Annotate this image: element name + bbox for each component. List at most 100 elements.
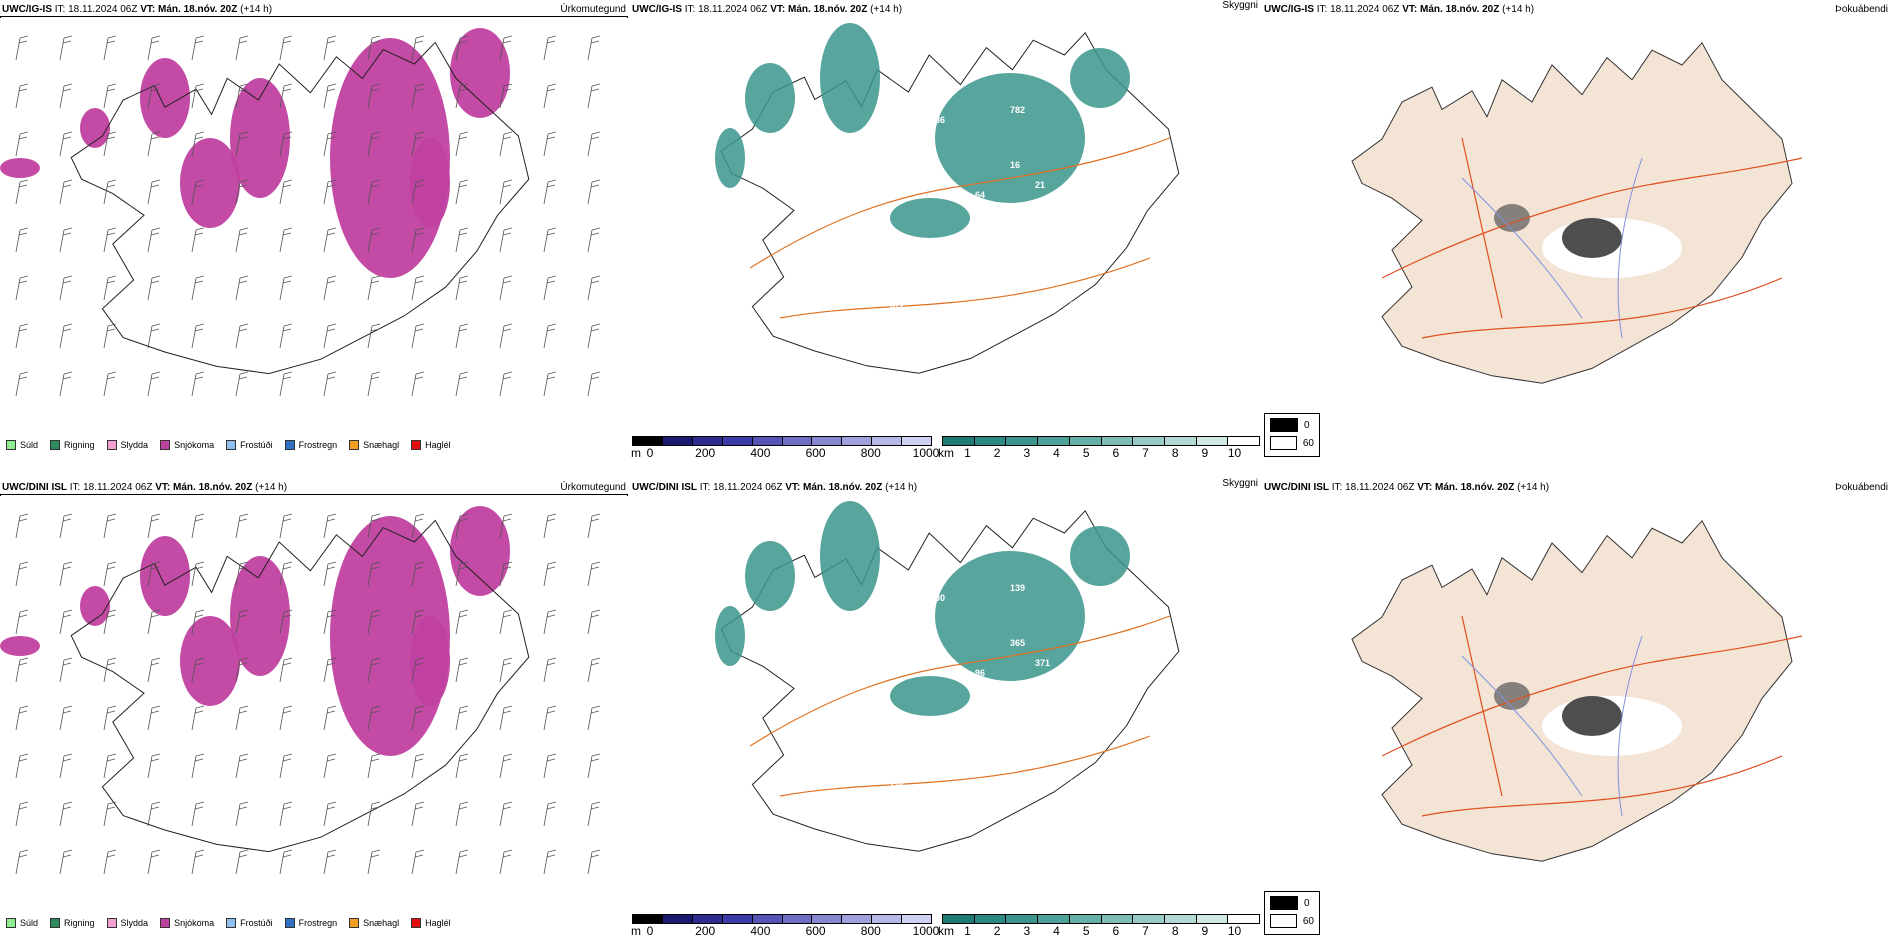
- cloud-panel-dini: UWC/DINI ISL IT: 18.11.2024 06Z VT: Mán.…: [630, 478, 1260, 938]
- ceiling-colorbar-1: m 0 200 400 600 800 1000: [631, 436, 939, 460]
- colorbar-tick: 1: [964, 446, 971, 460]
- legend-item: Frostúði: [226, 440, 273, 450]
- colorbar-unit: m: [631, 924, 641, 938]
- legend-swatch: [106, 440, 117, 450]
- legend-item: Haglél: [411, 440, 451, 450]
- legend-label: Snjókoma: [174, 440, 215, 450]
- colorbar-tick: 7: [1142, 924, 1149, 938]
- ceiling-value-label: 139: [1010, 583, 1025, 593]
- ceiling-bar: [632, 914, 932, 924]
- ceiling-value-label: 649: [1110, 698, 1125, 708]
- panel-type-label: Úrkomutegund: [560, 4, 626, 15]
- ceiling-value-label: 286: [930, 115, 945, 125]
- legend-label: Frostregn: [298, 440, 338, 450]
- panel-type-label: Þokuábendi: [1835, 482, 1888, 493]
- panel-title: UWC/IG-IS IT: 18.11.2024 06Z VT: Mán. 18…: [632, 4, 903, 15]
- legend-swatch: [226, 918, 237, 928]
- colorbar-tick: 6: [1112, 446, 1120, 460]
- ceiling-value-label: 284: [1070, 778, 1085, 788]
- colorbar-tick: 400: [750, 446, 771, 460]
- legend-item: Frostúði: [226, 918, 273, 928]
- colorbar-tick: 6: [1112, 924, 1120, 938]
- ceiling-value-label: 330: [1070, 300, 1085, 310]
- legend-item: Slydda: [106, 918, 148, 928]
- ceiling-value-label: 760: [860, 295, 875, 305]
- legend-item: Frostregn: [284, 918, 338, 928]
- legend-label: Slydda: [120, 440, 149, 450]
- cloud-panel-igis: UWC/IG-IS IT: 18.11.2024 06Z VT: Mán. 18…: [630, 0, 1260, 460]
- colorbar-tick: 600: [805, 446, 826, 460]
- ceiling-value-label: 453: [965, 225, 980, 235]
- colorbar-tick: 9: [1201, 446, 1209, 460]
- ceiling-value-label: 295: [1030, 788, 1045, 798]
- ceiling-value-label: 32: [830, 320, 840, 330]
- visibility-colorbar-1: km 1 2 3 4 5 6 7 8 9 10: [938, 436, 1260, 460]
- colorbar-tick: 3: [1023, 446, 1031, 460]
- panel-type-label: Skyggni: [1222, 0, 1258, 11]
- legend-label: Súld: [20, 918, 39, 928]
- legend-item: Súld: [6, 918, 38, 928]
- legend-label: Snæhagl: [363, 918, 400, 928]
- ceiling-value-label: 207: [1020, 748, 1035, 758]
- ceiling-value-label: 32: [830, 798, 840, 808]
- colorbar-tick: 4: [1053, 446, 1060, 460]
- visibility-bar: [942, 436, 1260, 446]
- ceiling-colorbar-2: m 0 200 400 600 800 1000: [631, 914, 939, 938]
- legend-item: Snjókoma: [160, 440, 214, 450]
- colorbar-tick: 800: [860, 924, 881, 938]
- ceiling-value-label: 301: [1100, 668, 1115, 678]
- ceiling-value-label: 16: [1010, 160, 1020, 170]
- legend-label: Haglél: [425, 440, 451, 450]
- ceiling-value-label: 172: [860, 340, 875, 350]
- ceiling-value-label: 158: [860, 773, 875, 783]
- cloud-cover-box-1: 0 60: [1264, 413, 1320, 457]
- precip-legend: Súld Rigning Slydda Snjókoma Frostúði Frostre…: [6, 440, 463, 450]
- legend-item: Súld: [6, 440, 38, 450]
- ceiling-value-label: 994: [850, 733, 865, 743]
- legend-label: Súld: [20, 440, 39, 450]
- colorbar-tick: 9: [1201, 924, 1209, 938]
- legend-item: Snæhagl: [349, 918, 399, 928]
- ceiling-bar: [632, 436, 932, 446]
- ceiling-value-label: 201: [1000, 703, 1015, 713]
- legend-label: Frostregn: [298, 918, 338, 928]
- ceiling-value-label: 872: [890, 300, 905, 310]
- ceiling-value-label: 104: [860, 310, 875, 320]
- ceiling-value-label: 170: [885, 265, 900, 275]
- legend-swatch: [349, 918, 360, 928]
- fog-panel-igis: UWC/IG-IS IT: 18.11.2024 06Z VT: Mán. 18…: [1262, 0, 1892, 460]
- ceiling-value-label: 125: [930, 320, 945, 330]
- ceiling-value-label: 21: [1035, 180, 1045, 190]
- colorbar-tick: 10: [1227, 924, 1242, 938]
- legend-swatch: [50, 440, 61, 450]
- legend-swatch: [411, 440, 422, 450]
- fog-map: [1351, 519, 1803, 862]
- colorbar-unit: m: [631, 446, 641, 460]
- colorbar-unit: km: [938, 446, 954, 460]
- ceiling-value-label: 365: [1010, 638, 1025, 648]
- legend-swatch: [284, 918, 295, 928]
- legend-label: Frostúði: [240, 918, 273, 928]
- colorbar-tick: 200: [695, 924, 716, 938]
- legend-swatch: [226, 440, 237, 450]
- legend-item: Rigning: [50, 918, 95, 928]
- panel-title: UWC/IG-IS IT: 18.11.2024 06Z VT: Mán. 18…: [2, 4, 273, 15]
- precip-legend: Súld Rigning Slydda Snjókoma Frostúði Frostre…: [6, 918, 463, 928]
- ceiling-value-label: 64: [975, 190, 985, 200]
- legend-item: Snjókoma: [160, 918, 214, 928]
- fog-panel-dini: UWC/DINI ISL IT: 18.11.2024 06Z VT: Mán.…: [1262, 478, 1892, 938]
- colorbar-tick: 1: [964, 924, 971, 938]
- legend-swatch: [6, 918, 16, 928]
- colorbar-tick: 5: [1082, 924, 1090, 938]
- panel-title: UWC/DINI ISL IT: 18.11.2024 06Z VT: Mán.…: [632, 482, 918, 493]
- ceiling-value-label: 229: [1050, 250, 1065, 260]
- colorbar-tick: 1000: [912, 446, 940, 460]
- legend-swatch: [160, 440, 171, 450]
- legend-item: Slydda: [106, 440, 149, 450]
- legend-label: Snjókoma: [174, 918, 215, 928]
- ceiling-value-label: 96: [975, 668, 985, 678]
- panel-type-label: Þokuábendi: [1835, 4, 1888, 15]
- legend-label: Rigning: [64, 440, 95, 450]
- ceiling-value-label: 31: [870, 868, 880, 878]
- legend-swatch: [106, 918, 117, 928]
